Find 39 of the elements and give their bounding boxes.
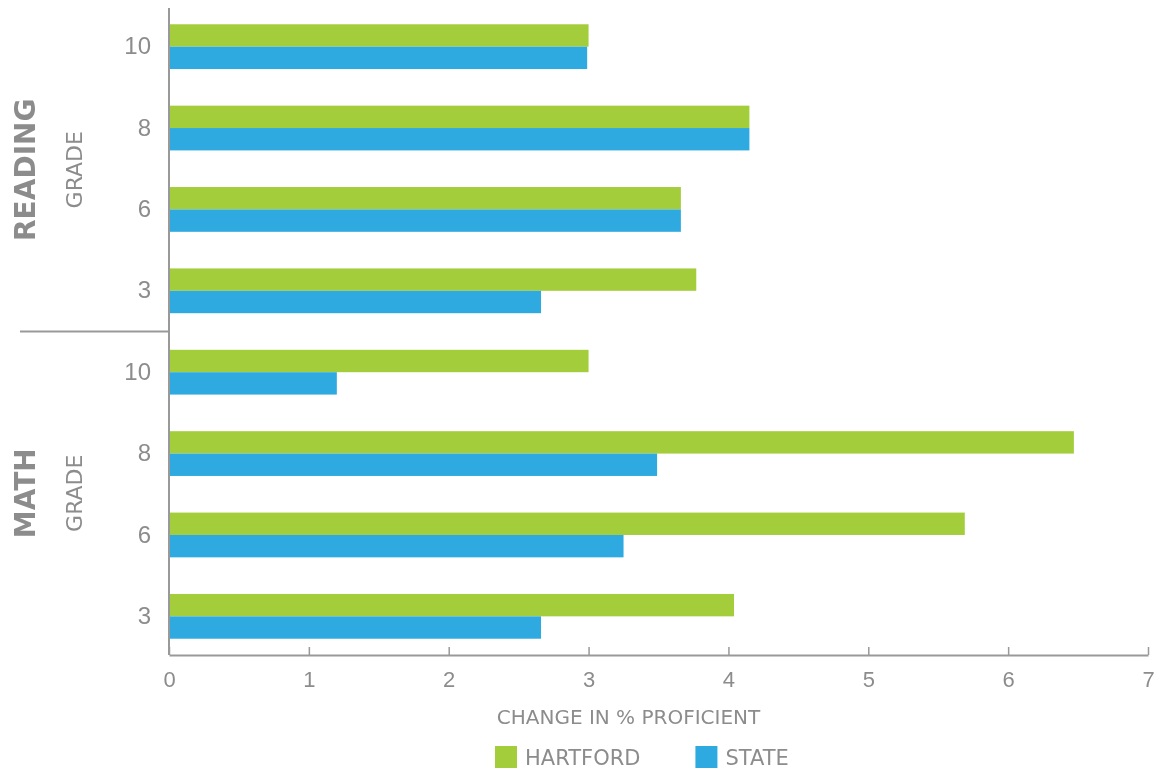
y-tick-label: 8 (137, 439, 151, 467)
x-tick-label: 7 (1142, 667, 1155, 693)
bar (169, 105, 750, 129)
bar (169, 290, 542, 314)
text: GRADE (62, 131, 87, 209)
bar (169, 349, 589, 373)
bar (169, 534, 624, 558)
y-tick-label: 3 (137, 602, 151, 630)
x-tick-label: 3 (582, 667, 596, 693)
x-tick-label: 1 (303, 667, 316, 693)
bar (169, 512, 965, 535)
y-tick-label: 6 (137, 195, 151, 223)
y-tick-label: 10 (124, 32, 151, 60)
bar (169, 453, 658, 476)
x-tick-label: 4 (722, 667, 736, 693)
y-tick-label: 10 (124, 357, 151, 385)
bar (169, 128, 750, 151)
x-tick-label: 5 (862, 667, 875, 693)
bar (169, 209, 681, 232)
bar (169, 24, 589, 47)
bar (169, 593, 735, 617)
legend-label: HARTFORD (525, 746, 641, 770)
text: GRADE (62, 454, 87, 532)
x-axis-title: CHANGE IN % PROFICIENT (496, 705, 762, 729)
text: MATH (9, 448, 42, 539)
legend-label: STATE (725, 746, 789, 770)
bar (169, 431, 1074, 454)
x-tick-label: 6 (1002, 667, 1015, 693)
bar (169, 268, 697, 291)
bar (169, 372, 337, 395)
y-tick-label: 8 (137, 113, 151, 141)
x-tick-label: 0 (163, 667, 176, 693)
bar (169, 616, 542, 639)
bar (169, 187, 681, 210)
x-tick-label: 2 (443, 667, 456, 693)
bar (169, 46, 588, 70)
text: READING (9, 98, 42, 241)
y-tick-label: 3 (137, 276, 151, 304)
y-tick-label: 6 (137, 520, 151, 548)
